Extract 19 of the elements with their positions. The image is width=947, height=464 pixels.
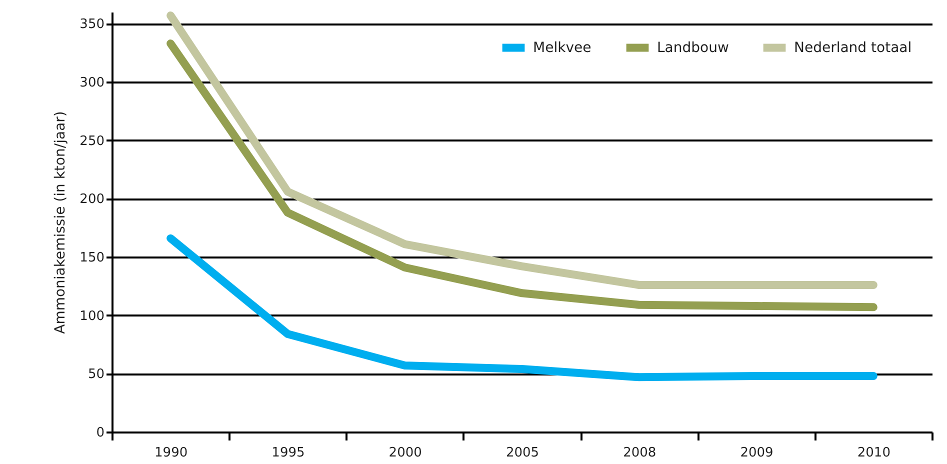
y-tick-label: 300 [80, 76, 104, 90]
y-tick-label: 0 [96, 426, 104, 440]
y-tick-label: 200 [80, 192, 104, 208]
legend-label: Nederland totaal [794, 40, 912, 56]
y-tick-label: 150 [80, 250, 104, 266]
y-tick-label: 350 [80, 17, 104, 32]
x-tick-label: 1990 [154, 446, 188, 460]
y-tick-label: 250 [80, 134, 104, 149]
y-tick-label: 100 [80, 308, 104, 324]
y-axis-title: Ammoniakemissie (in kton/jaar) [52, 111, 69, 334]
legend-label: Melkvee [533, 40, 592, 56]
x-tick-label: 2009 [740, 446, 774, 460]
x-tick-label: 1995 [272, 446, 305, 460]
x-tick-label: 2000 [388, 446, 422, 460]
legend-label: Landbouw [657, 40, 729, 56]
y-tick-label: 50 [88, 367, 104, 382]
x-tick-label: 2008 [623, 446, 656, 460]
x-tick-label: 2005 [506, 446, 540, 460]
x-tick-label: 2010 [857, 446, 890, 460]
